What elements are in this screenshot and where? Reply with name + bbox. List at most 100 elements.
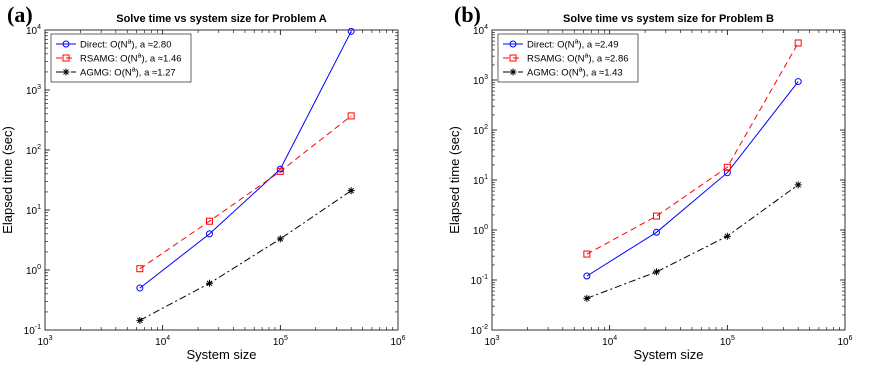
data-point-asterisk	[794, 181, 802, 189]
x-tick-label-exponent: 4	[166, 335, 170, 342]
legend-label-part: ), a ≈1.43	[583, 68, 623, 79]
legend-label-part: AGMG: O(N	[527, 68, 579, 79]
y-tick-label-exponent: 1	[37, 204, 41, 211]
legend-box	[497, 33, 639, 83]
y-tick-label: 102	[26, 144, 41, 157]
legend-entry-label: AGMG: O(Na), a ≈1.27	[80, 67, 176, 79]
legend-label-part: Direct: O(N	[527, 40, 575, 51]
x-tick-label-exponent: 4	[613, 335, 617, 342]
x-tick-label: 105	[720, 335, 735, 348]
legend-entry-label: AGMG: O(Na), a ≈1.43	[527, 67, 623, 79]
chart-title: Solve time vs system size for Problem B	[563, 13, 774, 25]
y-tick-label-exponent: 0	[484, 224, 488, 231]
data-point-square	[652, 212, 660, 220]
legend-label-superscript: a	[128, 39, 132, 46]
y-tick-label-base: 10	[26, 206, 38, 217]
panel-label: (a)	[7, 2, 33, 27]
legend-box	[50, 33, 192, 83]
data-point-square	[205, 217, 213, 225]
y-tick-label-base: 10	[473, 26, 485, 37]
data-point-square	[794, 39, 802, 47]
legend-entry-label: RSAMG: O(Na), a ≈1.46	[80, 53, 182, 65]
legend-label-part: ), a ≈2.80	[131, 40, 171, 51]
series-line	[139, 190, 352, 321]
x-tick-label: 104	[155, 335, 170, 348]
legend-label-part: ), a ≈2.86	[588, 54, 628, 65]
x-tick-label: 103	[37, 335, 52, 348]
x-axis-label: System size	[186, 347, 256, 362]
legend-label-superscript: a	[585, 53, 589, 60]
y-tick-label-exponent: 1	[484, 174, 488, 181]
series-line	[586, 184, 799, 299]
series-1	[583, 39, 802, 258]
y-tick-label: 10-1	[24, 324, 41, 337]
data-point-circle	[509, 40, 517, 48]
panel-label: (b)	[454, 2, 481, 27]
y-tick-label: 103	[26, 84, 41, 97]
legend-label-part: RSAMG: O(N	[527, 54, 585, 65]
y-tick-label-exponent: -1	[482, 274, 488, 281]
data-point-square	[583, 250, 591, 258]
data-point-circle	[583, 272, 591, 280]
y-tick-label: 100	[473, 224, 488, 237]
x-tick-label: 106	[390, 335, 405, 348]
series-line	[139, 115, 352, 270]
data-point-asterisk	[276, 235, 284, 243]
data-point-circle	[347, 27, 355, 35]
legend-label-part: AGMG: O(N	[80, 68, 132, 79]
x-tick-label-exponent: 6	[849, 335, 853, 342]
x-tick-label-base: 10	[837, 337, 849, 348]
legend-label-superscript: a	[579, 67, 583, 74]
x-tick-label: 103	[484, 335, 499, 348]
legend-label-superscript: a	[575, 39, 579, 46]
y-tick-label-exponent: 2	[484, 124, 488, 131]
series-0	[583, 78, 802, 280]
x-tick-label-exponent: 3	[496, 335, 500, 342]
data-point-circle	[723, 169, 731, 177]
y-tick-label-exponent: -1	[35, 324, 41, 331]
data-point-circle	[136, 284, 144, 292]
y-tick-label-base: 10	[26, 146, 38, 157]
x-tick-label-base: 10	[484, 337, 496, 348]
series-2	[136, 187, 355, 324]
x-tick-label-base: 10	[155, 337, 167, 348]
series-line	[139, 31, 352, 289]
y-tick-label-exponent: 3	[484, 74, 488, 81]
y-tick-label-exponent: 0	[37, 264, 41, 271]
data-point-asterisk	[723, 232, 731, 240]
y-axis-label: Elapsed time (sec)	[447, 126, 462, 234]
y-axis-label: Elapsed time (sec)	[0, 126, 15, 234]
y-tick-label: 104	[473, 24, 488, 37]
data-point-square	[136, 265, 144, 273]
y-tick-label-base: 10	[473, 126, 485, 137]
y-tick-label: 101	[26, 204, 41, 217]
chart-title: Solve time vs system size for Problem A	[116, 13, 327, 25]
chart-panel-b: 103 104 105 10610-210-1100101102103104Solve…	[447, 2, 853, 362]
x-tick-label-base: 10	[37, 337, 49, 348]
data-point-square	[509, 54, 517, 62]
y-tick-label-exponent: 2	[37, 144, 41, 151]
y-tick-label-base: 10	[471, 276, 483, 287]
legend-label-part: RSAMG: O(N	[80, 54, 138, 65]
series-line	[586, 42, 799, 255]
legend-entry-label: Direct: O(Na), a ≈2.49	[527, 39, 618, 51]
y-tick-label: 102	[473, 124, 488, 137]
legend-entry-label: RSAMG: O(Na), a ≈2.86	[527, 53, 629, 65]
data-point-circle	[62, 40, 70, 48]
y-tick-label-exponent: 4	[37, 24, 41, 31]
data-point-asterisk	[583, 294, 591, 302]
y-tick-label-base: 10	[26, 266, 38, 277]
x-tick-label: 105	[273, 335, 288, 348]
legend-label-part: ), a ≈1.27	[136, 68, 176, 79]
data-point-square	[276, 167, 284, 175]
y-tick-label: 10-2	[471, 324, 488, 337]
series-2	[583, 181, 802, 302]
data-point-asterisk	[347, 187, 355, 195]
y-tick-label-exponent: 3	[37, 84, 41, 91]
legend-label-part: ), a ≈2.49	[578, 40, 618, 51]
x-tick-label-exponent: 5	[731, 335, 735, 342]
series-line	[586, 81, 799, 277]
